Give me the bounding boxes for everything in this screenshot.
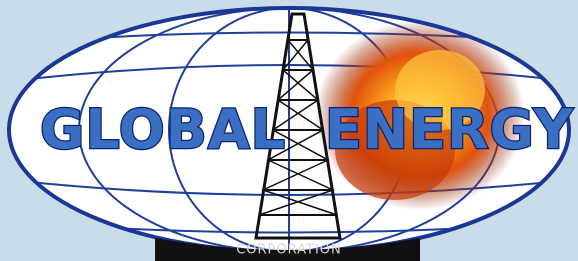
logo: GLOBAL ENERGY CORPORATION xyxy=(0,0,578,261)
subtitle: CORPORATION xyxy=(236,243,342,258)
word-energy: ENERGY xyxy=(325,98,574,161)
word-global: GLOBAL xyxy=(40,98,286,161)
